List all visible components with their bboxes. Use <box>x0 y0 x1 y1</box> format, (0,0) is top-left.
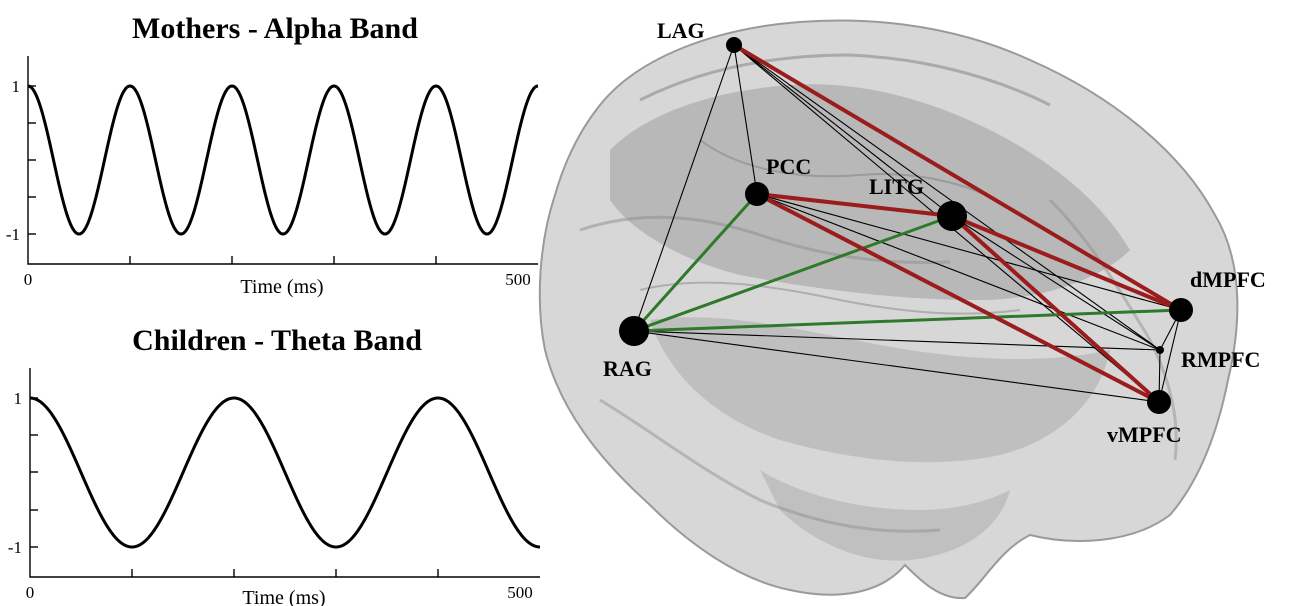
edge-lag-rmpfc <box>733 44 1161 351</box>
x-axis-label: Time (ms) <box>242 587 325 606</box>
edge-rag-vmpfc <box>633 330 1160 403</box>
node-label-vmpfc: vMPFC <box>1107 422 1182 447</box>
edge-litg-dmpfc <box>950 214 1183 312</box>
edge-dmpfc-vmpfc <box>1158 309 1182 403</box>
network-nodes <box>619 37 1193 414</box>
node-vmpfc <box>1147 390 1171 414</box>
edge-litg-rmpfc <box>951 215 1161 351</box>
node-rmpfc <box>1156 346 1164 354</box>
node-dmpfc <box>1169 298 1193 322</box>
node-label-rmpfc: RMPFC <box>1181 347 1260 372</box>
chart-title: Mothers - Alpha Band <box>132 12 418 45</box>
edge-lag-dmpfc <box>732 43 1183 312</box>
node-pcc <box>745 182 769 206</box>
edge-pcc-litg <box>755 192 954 218</box>
edge-rag-dmpfc <box>632 308 1183 333</box>
edge-litg-vmpfc <box>950 214 1161 404</box>
node-labels: LAG PCC LITG RAG dMPFC RMPFC vMPFC <box>603 18 1266 447</box>
node-label-dmpfc: dMPFC <box>1190 267 1266 292</box>
y-ticks <box>28 85 36 235</box>
edge-lag-rag <box>633 44 735 332</box>
brain-image <box>538 19 1239 600</box>
x-tick-label-end: 500 <box>507 583 533 602</box>
y-tick-label-top: 1 <box>12 77 21 96</box>
y-tick-label-top: 1 <box>14 389 23 408</box>
theta-band-chart: Children - Theta Band 1 -1 0 500 Time (m… <box>8 324 541 606</box>
x-ticks <box>131 569 439 577</box>
edge-litg-rag <box>632 214 954 333</box>
chart-axes <box>27 56 538 265</box>
y-ticks <box>30 397 38 548</box>
node-label-rag: RAG <box>603 356 652 381</box>
node-label-lag: LAG <box>657 18 705 43</box>
theta-wave-line <box>29 396 541 549</box>
x-tick-label-start: 0 <box>26 583 35 602</box>
x-tick-label-start: 0 <box>24 270 33 289</box>
x-tick-label-end: 500 <box>505 270 531 289</box>
edge-pcc-vmpfc <box>755 192 1161 404</box>
node-rag <box>619 316 649 346</box>
edge-pcc-rmpfc <box>756 193 1161 351</box>
chart-title: Children - Theta Band <box>132 324 422 357</box>
x-axis-label: Time (ms) <box>240 276 323 298</box>
chart-axes <box>29 368 540 578</box>
y-tick-label-bottom: -1 <box>6 225 20 244</box>
node-lag <box>726 37 742 53</box>
edge-rag-rmpfc <box>633 330 1161 351</box>
node-label-pcc: PCC <box>766 154 811 179</box>
node-litg <box>937 201 967 231</box>
x-ticks <box>129 256 437 264</box>
y-tick-label-bottom: -1 <box>8 538 22 557</box>
brain-network-diagram: LAG PCC LITG RAG dMPFC RMPFC vMPFC <box>538 18 1266 600</box>
edge-lag-litg <box>733 44 953 217</box>
edge-pcc-rag <box>632 192 759 333</box>
node-label-litg: LITG <box>869 174 924 199</box>
edge-lag-pcc <box>733 44 758 195</box>
alpha-wave-line <box>27 84 539 236</box>
edge-pcc-dmpfc <box>756 193 1182 311</box>
alpha-band-chart: Mothers - Alpha Band 1 -1 0 500 Time (ms… <box>6 12 539 298</box>
